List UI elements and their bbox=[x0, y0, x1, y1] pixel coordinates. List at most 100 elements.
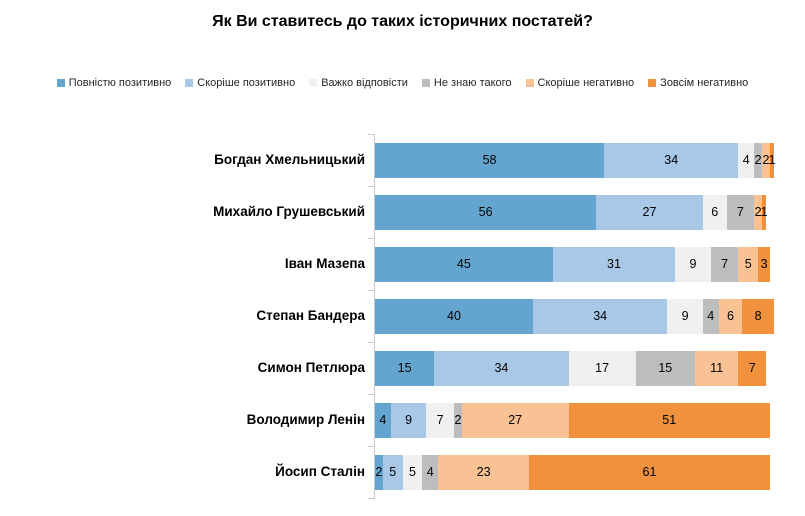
axis-tick bbox=[368, 290, 375, 291]
value-label: 2 bbox=[762, 153, 770, 167]
plot-area: Богдан Хмельницький 58 34 4 2 2 1 Михайло Груше… bbox=[0, 134, 805, 499]
legend-label: Повністю позитивно bbox=[68, 77, 172, 89]
stacked-bar: 56 27 6 7 2 1 bbox=[375, 194, 768, 230]
bar-segment: 6 bbox=[718, 298, 743, 334]
bar-segment: 34 bbox=[434, 350, 569, 386]
axis-tick bbox=[368, 446, 375, 447]
bar-segment: 4 bbox=[702, 298, 719, 334]
value-label: 40 bbox=[447, 309, 461, 323]
value-label: 4 bbox=[707, 309, 715, 323]
bar-segment: 15 bbox=[375, 350, 435, 386]
bar-row: Михайло Грушевський 56 27 6 7 2 1 bbox=[0, 186, 805, 238]
bar-segment: 2 bbox=[754, 142, 763, 178]
value-label: 3 bbox=[760, 257, 768, 271]
bar-segment: 2 bbox=[453, 402, 462, 438]
legend-item: Скоріше негативно bbox=[525, 77, 634, 89]
value-label: 34 bbox=[593, 309, 608, 323]
bar-segment: 34 bbox=[604, 142, 739, 178]
stacked-bar: 4 9 7 2 27 51 bbox=[375, 402, 770, 438]
bar-segment: 8 bbox=[742, 298, 774, 334]
stacked-bar: 40 34 9 4 6 8 bbox=[375, 298, 774, 334]
axis-tick bbox=[368, 134, 375, 135]
legend-label: Не знаю такого bbox=[433, 77, 512, 89]
bar-segment: 7 bbox=[426, 402, 454, 438]
category-label: Іван Мазепа bbox=[284, 255, 365, 271]
value-label: 4 bbox=[379, 413, 387, 427]
value-label: 5 bbox=[409, 465, 416, 479]
bar-segment: 58 bbox=[375, 142, 605, 178]
category-label: Михайло Грушевський bbox=[213, 203, 365, 219]
legend-item: Повністю позитивно bbox=[56, 77, 172, 89]
bar-row: Іван Мазепа 45 31 9 7 5 3 bbox=[0, 238, 805, 290]
bar-segment: 7 bbox=[738, 350, 767, 386]
value-label: 6 bbox=[711, 205, 719, 219]
chart-title: Як Ви ставитесь до таких історичних пост… bbox=[212, 13, 593, 30]
value-label: 23 bbox=[476, 465, 491, 479]
value-label: 31 bbox=[607, 257, 621, 271]
legend-item: Зовсім негативно bbox=[648, 77, 748, 89]
axis-tick bbox=[368, 498, 375, 499]
bar-row: Володимир Ленін 4 9 7 2 27 51 bbox=[0, 394, 805, 446]
bar-row: Богдан Хмельницький 58 34 4 2 2 1 bbox=[0, 134, 805, 186]
bar-segment: 17 bbox=[568, 350, 636, 386]
value-label: 2 bbox=[454, 413, 462, 427]
value-label: 58 bbox=[482, 153, 497, 167]
bar-segment: 27 bbox=[461, 402, 569, 438]
bar-segment: 9 bbox=[675, 246, 711, 282]
bar-segment: 27 bbox=[596, 194, 703, 230]
value-label: 2 bbox=[754, 205, 762, 219]
value-label: 27 bbox=[508, 413, 523, 427]
value-label: 17 bbox=[595, 361, 610, 375]
bar-segment: 2 bbox=[762, 142, 770, 178]
axis-tick bbox=[368, 238, 375, 239]
legend-swatch bbox=[421, 79, 430, 87]
bar-segment: 23 bbox=[438, 454, 530, 490]
value-label: 11 bbox=[710, 361, 724, 375]
bar-row: Йосип Сталін 2 5 5 4 23 61 bbox=[0, 446, 805, 498]
axis-tick bbox=[368, 186, 375, 187]
legend-item: Важко відповісти bbox=[309, 77, 408, 89]
value-label: 15 bbox=[658, 361, 673, 375]
value-label: 4 bbox=[742, 153, 750, 167]
bar-segment: 5 bbox=[402, 454, 423, 490]
bar-segment: 2 bbox=[754, 194, 763, 230]
value-label: 45 bbox=[456, 257, 471, 271]
value-label: 27 bbox=[642, 205, 657, 219]
value-label: 5 bbox=[744, 257, 752, 271]
value-label: 8 bbox=[754, 309, 762, 323]
legend-swatch bbox=[185, 79, 194, 87]
value-label: 56 bbox=[478, 205, 493, 219]
value-label: 34 bbox=[664, 153, 679, 167]
legend-swatch bbox=[56, 79, 65, 87]
bar-segment: 5 bbox=[738, 246, 759, 282]
legend-item: Не знаю такого bbox=[421, 77, 512, 89]
legend-swatch bbox=[309, 79, 318, 87]
bar-segment: 1 bbox=[760, 194, 768, 230]
value-label: 7 bbox=[736, 205, 744, 219]
value-label: 1 bbox=[760, 205, 768, 219]
bar-segment: 2 bbox=[375, 454, 383, 490]
bar-segment: 9 bbox=[667, 298, 703, 334]
legend: Повністю позитивно Скоріше позитивно Важко… bbox=[0, 77, 805, 89]
value-label: 9 bbox=[681, 309, 689, 323]
legend-swatch bbox=[648, 79, 657, 87]
bar-segment: 1 bbox=[768, 142, 775, 178]
value-label: 7 bbox=[748, 361, 756, 375]
stacked-bar: 45 31 9 7 5 3 bbox=[375, 246, 770, 282]
legend-item: Скоріше позитивно bbox=[185, 77, 295, 89]
bar-row: Симон Петлюра 15 34 17 15 11 7 bbox=[0, 342, 805, 394]
bar-segment: 15 bbox=[635, 350, 695, 386]
bar-segment: 4 bbox=[375, 402, 391, 438]
axis-tick bbox=[368, 342, 375, 343]
value-label: 7 bbox=[721, 257, 729, 271]
value-label: 51 bbox=[662, 413, 677, 427]
legend-label: Скоріше позитивно bbox=[197, 77, 296, 89]
y-axis-line bbox=[374, 134, 375, 498]
bar-segment: 4 bbox=[422, 454, 439, 490]
value-label: 7 bbox=[436, 413, 444, 427]
bar-segment: 6 bbox=[702, 194, 727, 230]
bar-segment: 5 bbox=[382, 454, 403, 490]
category-label: Володимир Ленін bbox=[246, 411, 365, 427]
bar-row: Степан Бандера 40 34 9 4 6 8 bbox=[0, 290, 805, 342]
